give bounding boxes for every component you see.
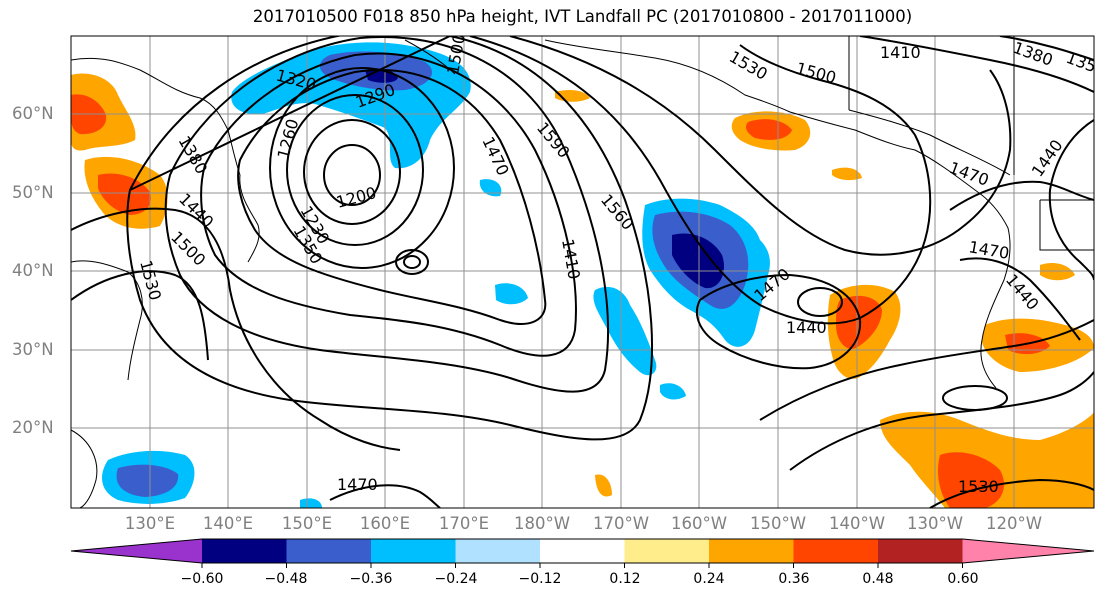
shade-pos-south — [880, 411, 1094, 508]
shade-neg-sw-mid — [116, 464, 179, 497]
lon-label-130w: 130°W — [906, 514, 964, 533]
colorbar-tick: 0.60 — [947, 571, 979, 587]
shade-pos-south-core — [938, 452, 1005, 508]
lat-label-40n: 40°N — [12, 261, 54, 280]
colorbar-segment — [793, 539, 878, 563]
colorbar-tick: −0.60 — [180, 571, 224, 587]
colorbar-tick: 0.12 — [609, 571, 641, 587]
colorbar-segments — [70, 538, 1095, 568]
lon-label-180w: 180°W — [513, 514, 571, 533]
shade-pos-small-4 — [1040, 263, 1075, 281]
shade-neg-scatter-1 — [593, 286, 657, 376]
contour-label: 1410 — [880, 43, 921, 62]
shade-pos-alaska-core — [746, 119, 792, 140]
colorbar-segment — [878, 539, 963, 563]
colorbar-segment — [202, 539, 287, 563]
colorbar-tick: −0.12 — [518, 571, 562, 587]
height-contours — [71, 36, 1094, 508]
lon-label-160e: 160°E — [359, 514, 411, 533]
lat-label-50n: 50°N — [12, 183, 54, 202]
lon-label-170w: 170°W — [592, 514, 650, 533]
lat-label-30n: 30°N — [12, 340, 54, 359]
shade-neg-scatter-5 — [300, 498, 322, 508]
shade-neg-scatter-2 — [495, 283, 528, 305]
contour-label: 1470 — [337, 475, 378, 494]
colorbar-tick: 0.24 — [693, 571, 725, 587]
shade-pos-west-2-core — [98, 173, 151, 215]
colorbar-tick: −0.48 — [264, 571, 308, 587]
colorbar-segment — [286, 539, 371, 563]
shade-pos-small-3 — [595, 474, 612, 497]
contour-label: 1440 — [786, 318, 827, 337]
colorbar-tick: 0.48 — [862, 571, 894, 587]
lon-label-170e: 170°E — [438, 514, 490, 533]
lon-label-160w: 160°W — [670, 514, 728, 533]
colorbar-extend-high — [962, 539, 1094, 563]
lon-label-120w: 120°W — [985, 514, 1043, 533]
plot-title: 2017010500 F018 850 hPa height, IVT Land… — [252, 7, 913, 26]
lon-label-140w: 140°W — [828, 514, 886, 533]
colorbar-segment — [455, 539, 540, 563]
lon-label-130e: 130°E — [124, 514, 176, 533]
shade-pos-small-2 — [832, 167, 862, 181]
shade-neg-central-core — [672, 233, 725, 289]
colorbar-segment — [709, 539, 794, 563]
colorbar-segment — [540, 539, 625, 563]
colorbar-segment — [371, 539, 456, 563]
lon-label-150e: 150°E — [281, 514, 333, 533]
colorbar-segment — [624, 539, 709, 563]
colorbar-tick: 0.36 — [778, 571, 810, 587]
colorbar-extend-low — [71, 539, 202, 563]
lon-label-150w: 150°W — [749, 514, 807, 533]
map-border — [70, 35, 1095, 509]
contour-label: 1530 — [958, 477, 999, 496]
shade-pos-east-core — [836, 295, 882, 349]
colorbar-tick: −0.36 — [349, 571, 393, 587]
colorbar-tick: −0.24 — [434, 571, 478, 587]
lat-label-60n: 60°N — [12, 104, 54, 123]
lat-label-20n: 20°N — [12, 418, 54, 437]
ivt-shading — [71, 42, 1094, 508]
shade-neg-scatter-3 — [660, 383, 686, 400]
shade-neg-scatter-4 — [479, 179, 502, 197]
lon-label-140e: 140°E — [202, 514, 254, 533]
